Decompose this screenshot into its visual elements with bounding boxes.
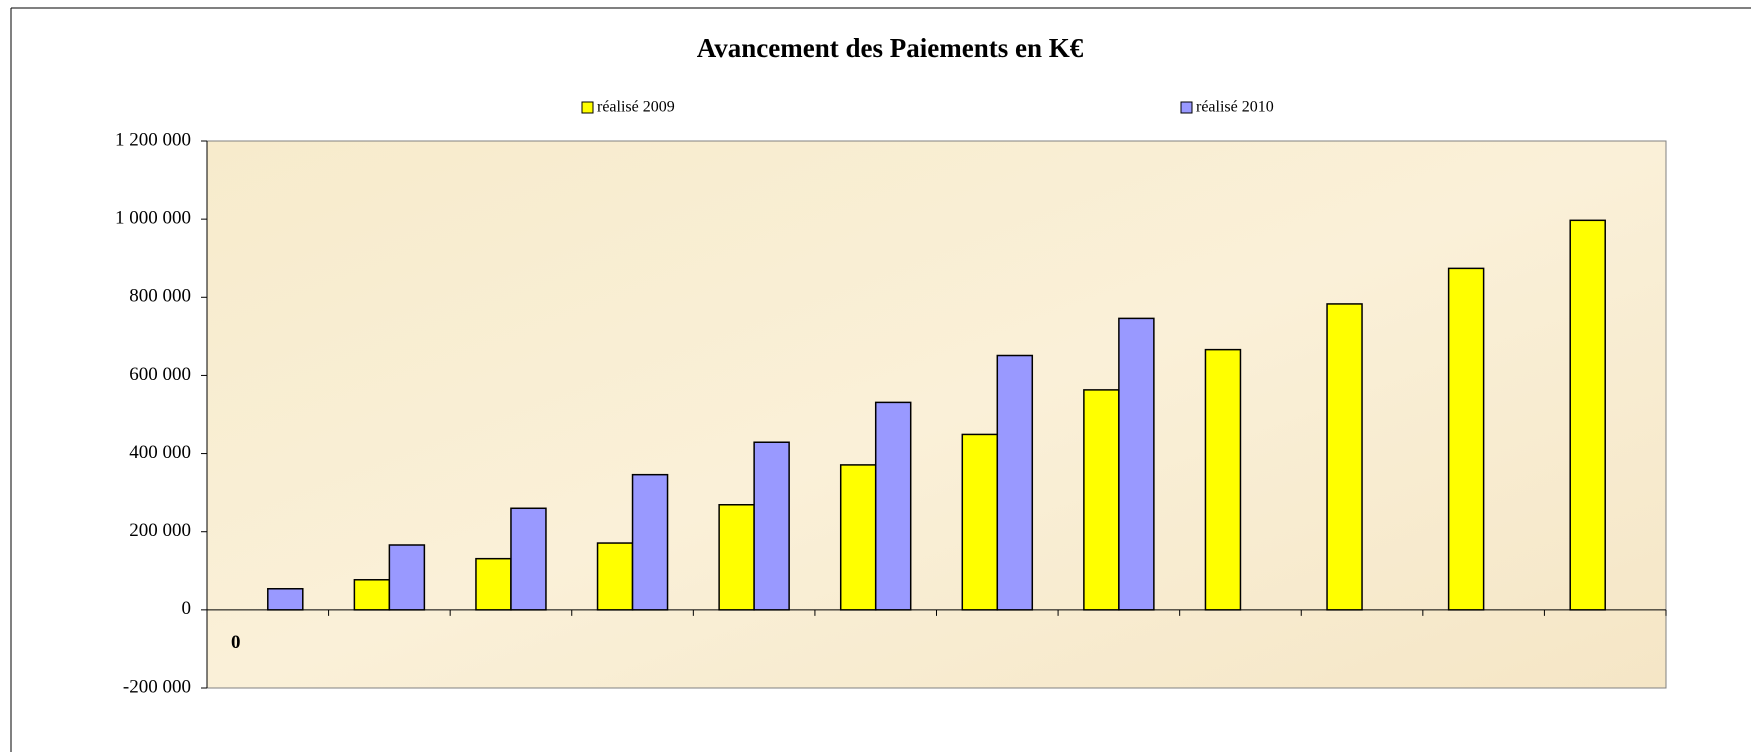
bar — [631, 473, 669, 611]
legend-swatch — [581, 101, 594, 114]
y-tick-label: 1 200 000 — [115, 129, 191, 150]
legend-swatch — [1180, 101, 1193, 114]
bar — [961, 433, 999, 611]
bar — [1447, 267, 1485, 611]
legend-label: réalisé 2009 — [597, 99, 675, 116]
bar — [596, 542, 634, 611]
bar — [353, 579, 391, 611]
x-tick-label: 0 — [231, 632, 241, 653]
bar — [475, 557, 512, 611]
bar — [996, 354, 1034, 611]
bar — [839, 464, 877, 611]
y-tick-label: 1 000 000 — [115, 208, 191, 229]
bar — [1204, 348, 1242, 611]
legend-label: réalisé 2010 — [1196, 99, 1274, 116]
chart-title: Avancement des Paiements en K€ — [697, 33, 1084, 63]
y-tick-label: 200 000 — [129, 520, 191, 541]
bar — [874, 401, 912, 611]
bar — [753, 441, 790, 611]
y-tick-label: 400 000 — [129, 442, 191, 463]
bar — [1083, 389, 1120, 611]
bar — [267, 588, 304, 611]
bar — [388, 544, 426, 611]
bar — [1569, 219, 1606, 611]
y-tick-label: 800 000 — [129, 286, 191, 307]
bar — [1326, 303, 1363, 611]
bar — [1118, 317, 1155, 611]
bar — [510, 507, 547, 611]
y-tick-label: 600 000 — [129, 364, 191, 385]
plot-area — [206, 140, 1667, 689]
y-tick-label: 0 — [182, 598, 192, 619]
bar — [718, 504, 755, 611]
y-tick-label: -200 000 — [123, 676, 191, 697]
